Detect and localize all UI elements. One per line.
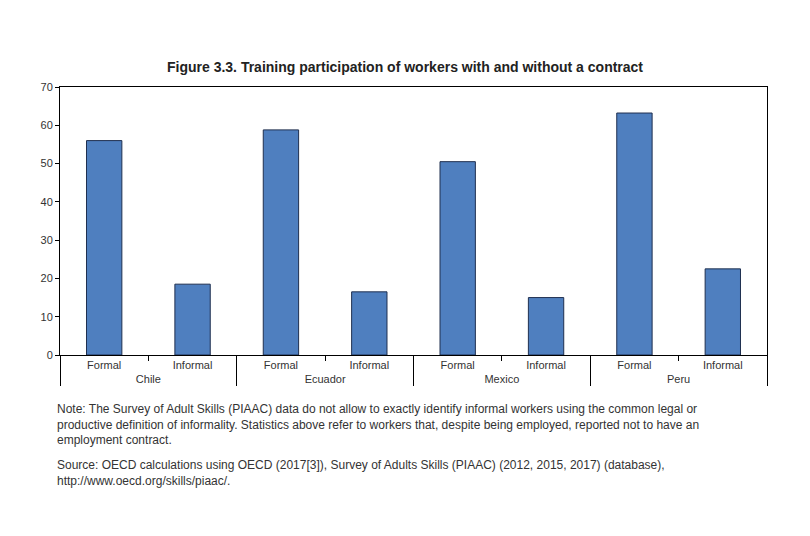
svg-text:20: 20 (41, 272, 53, 284)
svg-text:Formal: Formal (87, 359, 121, 371)
svg-text:Formal: Formal (264, 359, 298, 371)
svg-text:Formal: Formal (441, 359, 475, 371)
svg-text:30: 30 (41, 234, 53, 246)
svg-text:Figure 3.3. Training participa: Figure 3.3. Training participation of wo… (167, 59, 643, 75)
svg-text:Informal: Informal (526, 359, 566, 371)
svg-text:Informal: Informal (349, 359, 389, 371)
svg-text:Informal: Informal (173, 359, 213, 371)
svg-text:50: 50 (41, 157, 53, 169)
svg-text:60: 60 (41, 119, 53, 131)
svg-text:Source: OECD calculations usin: Source: OECD calculations using OECD (20… (57, 458, 665, 488)
svg-text:Mexico: Mexico (484, 373, 519, 385)
svg-text:0: 0 (47, 349, 53, 361)
svg-text:Informal: Informal (703, 359, 743, 371)
svg-text:70: 70 (41, 81, 53, 93)
svg-text:Peru: Peru (667, 373, 690, 385)
svg-text:Note: The Survey of Adult Skil: Note: The Survey of Adult Skills (PIAAC)… (57, 402, 699, 447)
svg-text:Chile: Chile (136, 373, 161, 385)
svg-text:10: 10 (41, 311, 53, 323)
svg-text:Formal: Formal (617, 359, 651, 371)
svg-text:40: 40 (41, 196, 53, 208)
svg-text:Ecuador: Ecuador (305, 373, 346, 385)
